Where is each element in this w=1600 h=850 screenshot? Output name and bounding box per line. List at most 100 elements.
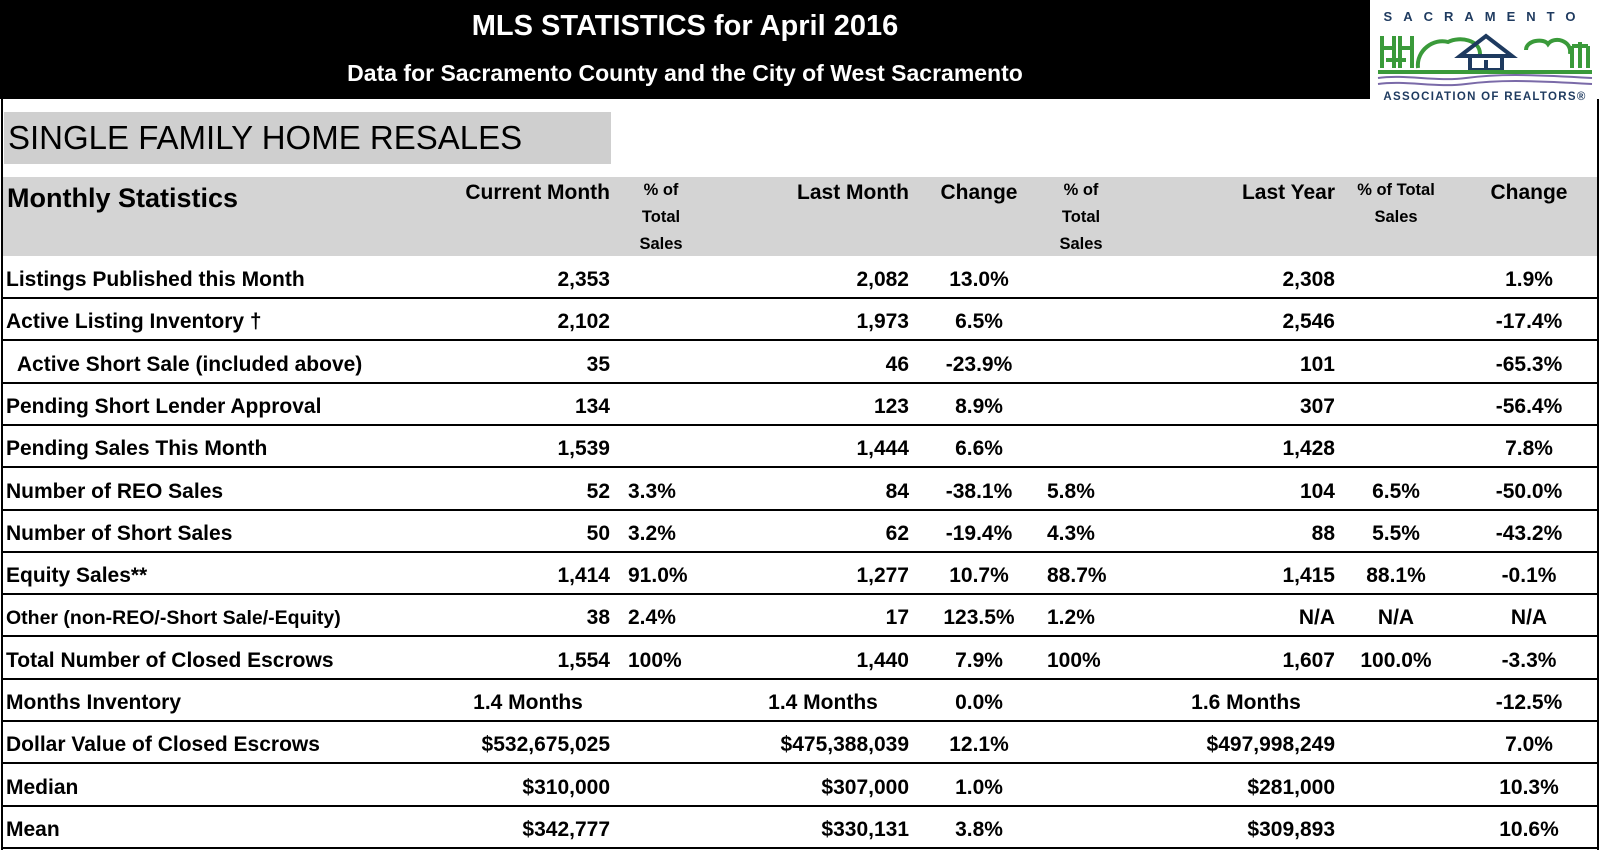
cell-ly-chg: -56.4% — [1495, 394, 1563, 418]
table-row: Dollar Value of Closed Escrows $532,675,0… — [3, 722, 1597, 765]
row-label: Equity Sales** — [6, 564, 148, 588]
logo-bottom-text: ASSOCIATION OF REALTORS® — [1383, 91, 1587, 103]
cell-cur-pct: 3.3% — [628, 479, 676, 503]
row-label: Pending Sales This Month — [6, 437, 268, 461]
row-label: Listings Published this Month — [6, 268, 305, 291]
cell-cur: 134 — [574, 394, 610, 418]
cell-chg: 10.7% — [949, 564, 1009, 588]
cell-ly-chg: -65.3% — [1495, 352, 1563, 376]
cell-chg: 12.1% — [949, 733, 1009, 757]
cell-ly: 101 — [1299, 352, 1335, 376]
col-change-last-year: Change — [1490, 181, 1568, 204]
cell-ly-pct — [1341, 257, 1451, 297]
cell-cur: $342,777 — [522, 817, 610, 841]
cell-cur: $310,000 — [522, 775, 610, 799]
col-pct-line: % of Total — [1357, 181, 1435, 199]
cell-chg: -38.1% — [945, 479, 1013, 503]
cell-cur-pct — [628, 722, 708, 762]
cell-ly-pct — [1341, 765, 1451, 805]
row-label: Median — [6, 775, 79, 799]
cell-last-pct — [1047, 342, 1127, 382]
cell-chg: 0.0% — [955, 691, 1003, 714]
cell-ly-pct — [1341, 384, 1451, 424]
col-pct-line: % of — [1063, 181, 1099, 199]
table-row: Number of Short Sales 50 3.2% 62 -19.4% 4.3% 8… — [3, 511, 1597, 553]
table-row: Active Listing Inventory † 2,102 1,973 6.5%… — [3, 299, 1597, 342]
table-row: Pending Sales This Month 1,539 1,444 6.6% 1,… — [3, 426, 1597, 469]
table-frame — [1, 99, 1599, 850]
cell-last: 123 — [873, 394, 909, 418]
cell-ly-pct: 100.0% — [1360, 648, 1432, 672]
cell-ly-chg: N/A — [1510, 606, 1548, 630]
row-label: Number of REO Sales — [6, 479, 224, 503]
cell-last-pct: 5.8% — [1047, 479, 1095, 503]
cell-last-pct — [1047, 384, 1127, 424]
column-header-row: Monthly Statistics Current Month % of To… — [3, 177, 1597, 256]
cell-cur-pct — [628, 384, 708, 424]
cell-ly-chg: -43.2% — [1495, 521, 1563, 545]
cell-ly-chg: -12.5% — [1495, 691, 1563, 714]
cell-ly-pct — [1341, 722, 1451, 762]
cell-chg: 123.5% — [943, 606, 1015, 630]
table-row: Number of REO Sales 52 3.3% 84 -38.1% 5.8% 104… — [3, 469, 1597, 511]
cell-last: 84 — [885, 479, 909, 503]
row-label: Active Short Sale (included above) — [6, 352, 363, 376]
cell-ly-chg: -17.4% — [1495, 310, 1563, 334]
cell-ly-chg: -50.0% — [1495, 479, 1563, 503]
cell-ly: 104 — [1299, 479, 1335, 503]
cell-last: $475,388,039 — [780, 733, 909, 757]
table-row: Pending Short Lender Approval 134 123 8.9% 3… — [3, 384, 1597, 426]
report-header: MLS STATISTICS for April 2016 Data for S… — [0, 0, 1370, 99]
cell-ly-pct — [1341, 807, 1451, 847]
cell-cur-pct — [628, 680, 708, 720]
table-row: Total Number of Closed Escrows 1,554 100% 1… — [3, 638, 1597, 680]
cell-last-pct — [1047, 807, 1127, 847]
cell-ly-pct — [1341, 680, 1451, 720]
cell-ly-chg: -0.1% — [1501, 564, 1557, 588]
cell-chg: -19.4% — [945, 521, 1013, 545]
cell-cur-pct: 91.0% — [628, 564, 688, 588]
cell-ly: $497,998,249 — [1206, 733, 1335, 757]
col-pct-total-sales-last-month: % of Total Sales — [1041, 177, 1121, 258]
cell-cur: 38 — [586, 606, 610, 630]
col-monthly-statistics: Monthly Statistics — [7, 183, 239, 213]
cell-cur: 1,539 — [557, 437, 610, 461]
cell-chg: 6.6% — [955, 437, 1003, 461]
cell-ly-chg: 1.9% — [1505, 268, 1553, 291]
table-row: Mean $342,777 $330,131 3.8% $309,893 10.6% — [3, 807, 1597, 849]
cell-last-pct — [1047, 299, 1127, 339]
cell-last: 1.4 Months — [768, 691, 878, 714]
cell-ly: 1.6 Months — [1191, 691, 1301, 714]
cell-last-pct — [1047, 257, 1127, 297]
cell-ly: 307 — [1299, 394, 1335, 418]
cell-chg: 1.0% — [955, 775, 1003, 799]
col-pct-line: Total — [1061, 208, 1101, 226]
cell-last-pct: 88.7% — [1047, 564, 1107, 588]
cell-ly-pct: 88.1% — [1366, 564, 1426, 588]
cell-ly: 1,415 — [1282, 564, 1335, 588]
row-label: Months Inventory — [6, 691, 182, 714]
cell-last: 1,277 — [856, 564, 909, 588]
section-title: SINGLE FAMILY HOME RESALES — [4, 112, 611, 164]
row-label: Dollar Value of Closed Escrows — [6, 733, 320, 757]
cell-last: $307,000 — [821, 775, 909, 799]
sacramento-realtors-logo: SACRAMENTO ASSOCIATION OF REALTORS® — [1374, 6, 1596, 110]
cell-ly: 2,546 — [1282, 310, 1335, 334]
cell-cur-pct — [628, 807, 708, 847]
col-change-last-month: Change — [940, 181, 1018, 204]
cell-ly: $281,000 — [1247, 775, 1335, 799]
cell-ly-chg: -3.3% — [1501, 648, 1557, 672]
row-label: Pending Short Lender Approval — [6, 394, 322, 418]
col-pct-line: Sales — [639, 235, 683, 253]
logo-top-text: SACRAMENTO — [1383, 9, 1587, 24]
col-pct-total-sales-last-year: % of Total Sales — [1341, 177, 1451, 231]
cell-cur: 1.4 Months — [473, 691, 583, 714]
table-row: Active Short Sale (included above) 35 46 -2… — [3, 342, 1597, 384]
cell-last-pct — [1047, 765, 1127, 805]
cell-ly: N/A — [1298, 606, 1335, 630]
table-row: Listings Published this Month 2,353 2,082 1… — [3, 257, 1597, 299]
table-row: Equity Sales** 1,414 91.0% 1,277 10.7% 88.7% 1… — [3, 553, 1597, 596]
cell-last-pct — [1047, 680, 1127, 720]
table-row: Median $310,000 $307,000 1.0% $281,000 10.3% — [3, 765, 1597, 807]
report-subtitle: Data for Sacramento County and the City … — [347, 60, 1023, 86]
